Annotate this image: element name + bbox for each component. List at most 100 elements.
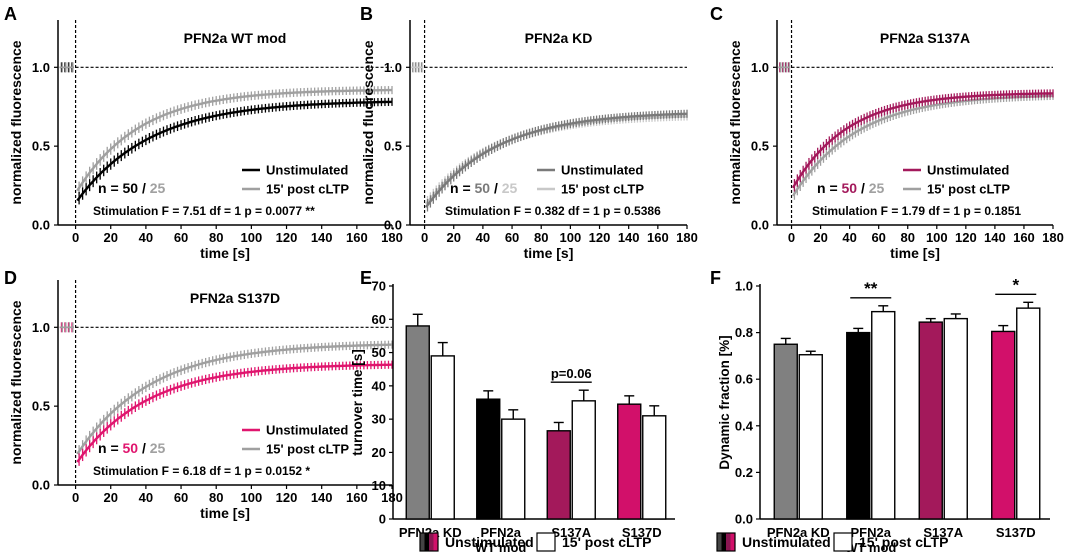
legend-label: 15' post cLTP — [266, 182, 349, 197]
y-axis-label: normalized fluorescence — [8, 300, 24, 464]
bottom-legend: Unstimulated 15' post cLTP Unstimulated 15'… — [419, 532, 948, 552]
category-label-line: PFN2a KD — [767, 525, 830, 540]
x-axis-label: time [s] — [200, 245, 250, 261]
y-axis-label: normalized fluorescence — [727, 40, 743, 204]
sample-size-label: n = 50 / 25 — [817, 180, 885, 196]
legend-swatch — [833, 532, 853, 552]
legend-group: Unstimulated 15' post cLTP — [419, 532, 651, 552]
x-tick-label: 40 — [842, 230, 856, 245]
x-tick-label: 120 — [276, 230, 298, 245]
sample-size-part: / — [490, 180, 502, 196]
y-tick-label: 0.5 — [32, 399, 50, 414]
y-tick-label: 0.5 — [32, 139, 50, 154]
panel-letter: F — [710, 268, 721, 288]
x-tick-label: 0 — [788, 230, 795, 245]
panel-letter: D — [4, 268, 17, 288]
x-tick-label: 180 — [381, 230, 403, 245]
x-tick-label: 140 — [618, 230, 640, 245]
bar — [617, 403, 642, 520]
x-axis-label: time [s] — [524, 245, 574, 261]
legend-label: 15' post cLTP — [561, 182, 644, 197]
x-tick-label: 160 — [346, 230, 368, 245]
category-label: S137D — [622, 525, 662, 540]
sample-size-part: / — [138, 180, 150, 196]
x-tick-label: 60 — [871, 230, 885, 245]
y-tick-label: 0.0 — [751, 218, 769, 233]
bar — [546, 430, 571, 520]
legend-label: Unstimulated — [742, 534, 831, 550]
y-tick-label: 40 — [372, 378, 386, 393]
y-tick-label: 70 — [372, 279, 386, 294]
sample-size-part: 50 — [475, 180, 491, 196]
panel-a: A 0.0 0.5 1.0 0 20 40 60 80 100 120 140 160 180 time [… — [4, 4, 403, 261]
x-tick-label: 20 — [104, 230, 118, 245]
legend-label: Unstimulated — [266, 423, 348, 438]
legend-label: Unstimulated — [927, 163, 1009, 178]
x-tick-label: 160 — [1013, 230, 1035, 245]
sample-size-part: 50 — [123, 440, 139, 456]
x-tick-label: 40 — [139, 230, 153, 245]
category-label-line: S137D — [996, 525, 1036, 540]
y-tick-label: 1.0 — [32, 320, 50, 335]
y-tick-label: 0.6 — [735, 372, 753, 387]
legend-group: Unstimulated 15' post cLTP — [716, 532, 948, 552]
chart-title: PFN2a WT mod — [184, 30, 287, 46]
bar — [943, 317, 968, 520]
x-tick-label: 20 — [813, 230, 827, 245]
y-tick-label: 20 — [372, 445, 386, 460]
bar — [405, 325, 430, 520]
sample-size-part: / — [138, 440, 150, 456]
y-tick-label: 1.0 — [32, 60, 50, 75]
sample-size-part: n = — [98, 180, 123, 196]
x-tick-label: 120 — [276, 490, 298, 505]
x-tick-label: 180 — [676, 230, 698, 245]
x-tick-label: 80 — [901, 230, 915, 245]
x-tick-label: 60 — [505, 230, 519, 245]
stats-text: Stimulation F = 0.382 df = 1 p = 0.5386 — [445, 204, 661, 218]
sample-size-part: 25 — [869, 180, 885, 196]
panel-b: B 0.0 0.5 1.0 0 20 40 60 80 100 120 140 160 180 time [… — [360, 4, 698, 261]
legend-label: Unstimulated — [266, 163, 348, 178]
category-label: S137D — [996, 525, 1036, 540]
bar — [846, 331, 871, 520]
stats-text: Stimulation F = 6.18 df = 1 p = 0.0152 * — [93, 464, 310, 478]
y-axis-label: Dynamic fraction [%] — [717, 335, 732, 469]
sample-size-label: n = 50 / 25 — [98, 440, 166, 456]
y-tick-label: 10 — [372, 478, 386, 493]
category-label: PFN2a WT mod — [845, 525, 896, 555]
category-label-line: WT mod — [475, 540, 526, 555]
x-tick-label: 120 — [589, 230, 611, 245]
bar — [501, 418, 526, 520]
sample-size-part: n = — [98, 440, 123, 456]
bar — [798, 354, 823, 520]
panel-letter: B — [360, 4, 373, 24]
x-tick-label: 40 — [139, 490, 153, 505]
category-label: PFN2a WT mod — [475, 525, 526, 555]
significance-label: p=0.06 — [551, 366, 592, 381]
y-tick-label: 0.0 — [384, 218, 402, 233]
y-tick-label: 0.8 — [735, 325, 753, 340]
category-label-line: S137D — [622, 525, 662, 540]
y-axis-label: normalized fluorescence — [360, 40, 376, 204]
bar — [476, 398, 501, 520]
category-label: S137A — [923, 525, 963, 540]
x-tick-label: 160 — [346, 490, 368, 505]
y-tick-label: 0.5 — [751, 139, 769, 154]
x-axis-label: time [s] — [200, 505, 250, 521]
bar — [773, 343, 798, 520]
legend-swatch — [419, 532, 439, 552]
legend-swatch-stripe — [424, 533, 429, 551]
legend-label: Unstimulated — [561, 163, 643, 178]
bar — [430, 355, 455, 520]
legend-label: 15' post cLTP — [859, 534, 948, 550]
legend-swatch — [536, 532, 556, 552]
legend-label: 15' post cLTP — [562, 534, 651, 550]
sample-size-part: 25 — [150, 180, 166, 196]
x-tick-label: 20 — [447, 230, 461, 245]
panel-letter: A — [4, 4, 17, 24]
y-axis-label: turnover time [s] — [350, 349, 365, 456]
x-tick-label: 20 — [104, 490, 118, 505]
x-tick-label: 160 — [647, 230, 669, 245]
